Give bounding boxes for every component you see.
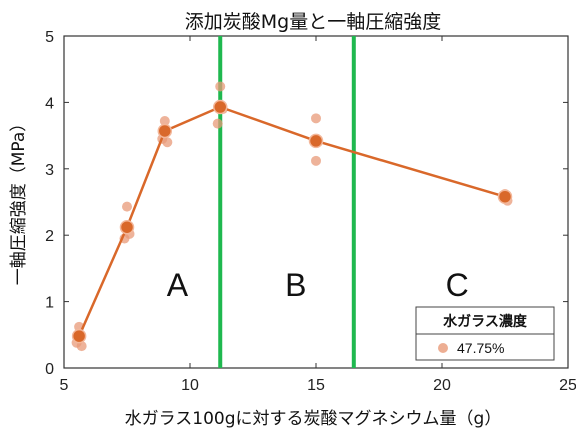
- chart-title: 添加炭酸Mg量と一軸圧縮強度: [185, 11, 441, 33]
- sample-point: [159, 115, 170, 126]
- region-label-a: A: [167, 267, 189, 303]
- y-tick-label: 4: [45, 95, 54, 112]
- x-axis-label: 水ガラス100gに対する炭酸マグネシウム量（g）: [125, 409, 502, 429]
- mean-point: [308, 133, 324, 149]
- legend: 水ガラス濃度 47.75%: [415, 306, 555, 361]
- legend-entry-label: 47.75%: [457, 340, 504, 356]
- mean-point: [497, 189, 513, 204]
- series-line: [77, 105, 506, 337]
- region-labels: A B C: [167, 267, 469, 303]
- sample-point: [76, 341, 87, 352]
- sample-point: [311, 113, 321, 124]
- mean-series: [71, 99, 513, 344]
- legend-title: 水ガラス濃度: [443, 313, 528, 330]
- x-tick-label: 10: [181, 377, 199, 394]
- region-label-b: B: [285, 267, 306, 303]
- region-label-c: C: [446, 267, 469, 303]
- x-tick-label: 5: [60, 377, 69, 394]
- x-tick-label: 25: [559, 377, 576, 394]
- mean-point: [157, 123, 173, 139]
- sample-point: [122, 201, 132, 212]
- x-axis-ticks: 5 10 15 20 25: [60, 36, 576, 394]
- sample-point: [311, 155, 321, 166]
- y-tick-label: 3: [45, 162, 54, 179]
- y-axis-ticks: 0 1 2 3 4 5: [45, 29, 568, 378]
- sample-point: [212, 118, 223, 129]
- mean-point: [119, 219, 135, 235]
- y-axis-label: 一軸圧縮強度（MPa）: [9, 115, 29, 286]
- x-tick-label: 20: [433, 377, 451, 394]
- mean-point: [212, 99, 228, 115]
- y-tick-label: 0: [45, 361, 54, 378]
- sample-point: [215, 81, 226, 92]
- y-tick-label: 5: [45, 29, 54, 46]
- sample-point: [162, 137, 173, 148]
- mean-point: [71, 328, 87, 344]
- legend-marker: [438, 343, 448, 353]
- x-tick-label: 15: [307, 377, 325, 394]
- y-tick-label: 1: [45, 295, 54, 312]
- region-boundaries: [218, 36, 356, 368]
- y-tick-label: 2: [45, 228, 54, 245]
